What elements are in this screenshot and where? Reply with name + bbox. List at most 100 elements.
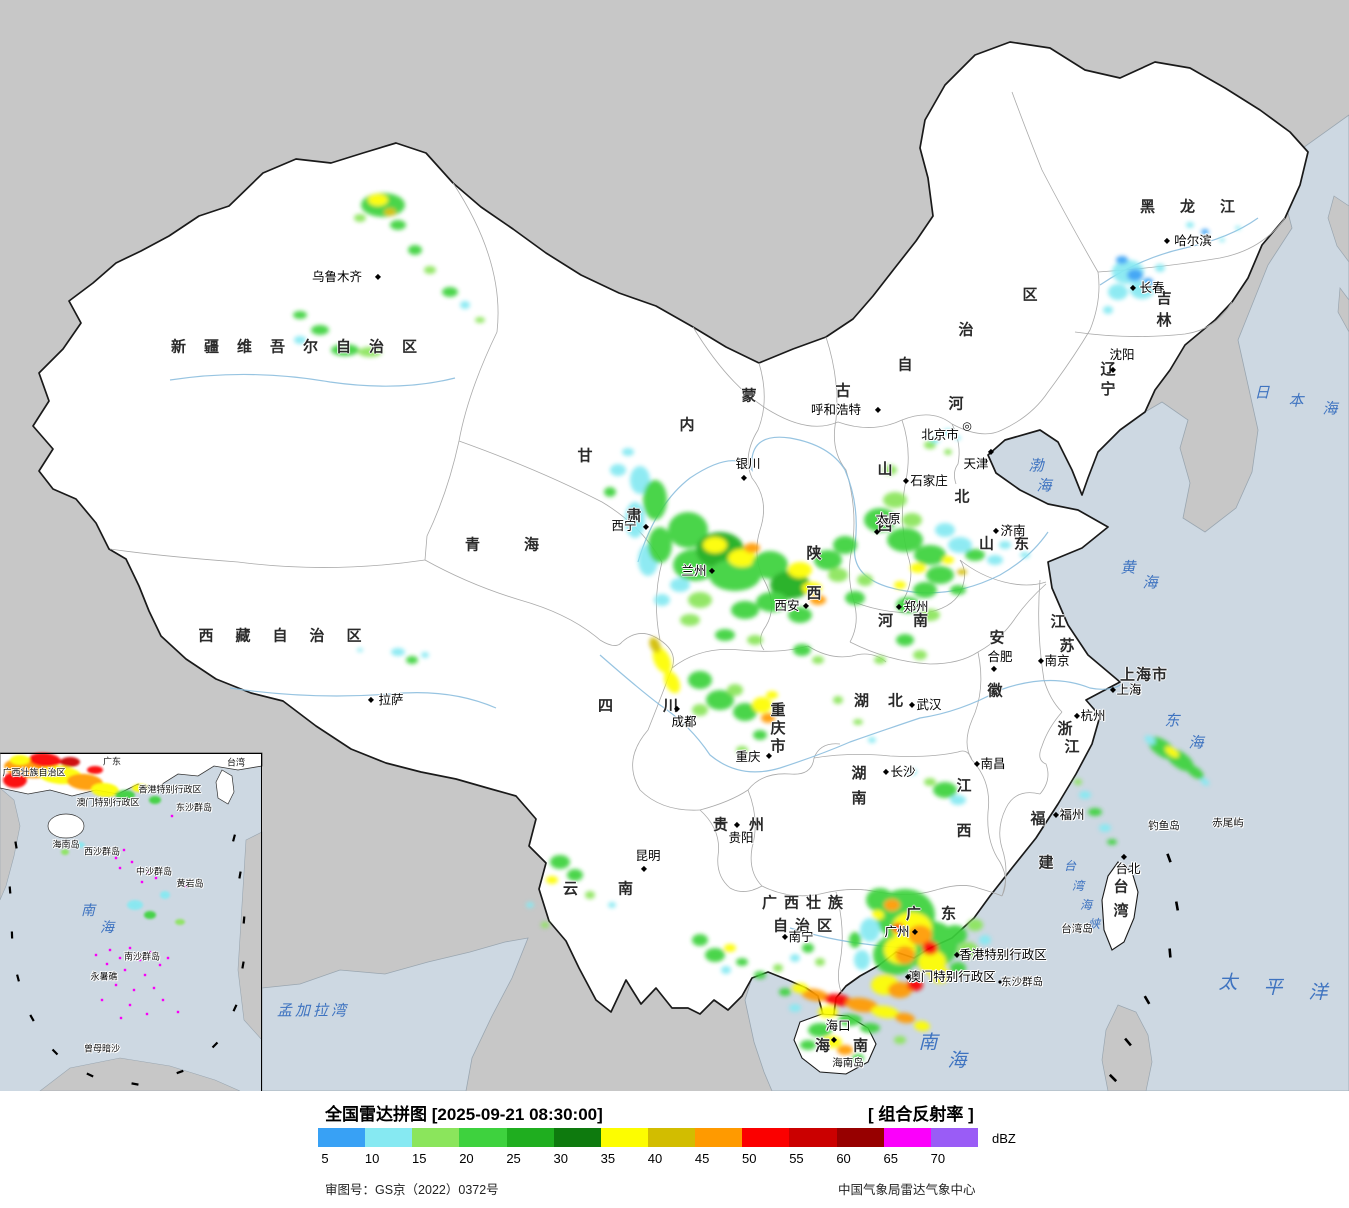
bay-of-bengal [261, 937, 529, 1091]
radar-echo [924, 778, 936, 786]
radar-echo [849, 932, 861, 948]
radar-echo [894, 1036, 906, 1044]
legend-value: 55 [789, 1151, 804, 1166]
radar-echo [331, 344, 359, 356]
province-border [692, 271, 1100, 435]
radar-echo [1107, 839, 1117, 845]
radar-echo [930, 437, 940, 443]
radar-echo [622, 448, 634, 456]
island-marker [158, 963, 162, 967]
province-border [966, 651, 982, 761]
radar-echo [837, 1045, 853, 1055]
radar-echo [10, 755, 30, 765]
radar-echo [913, 582, 937, 598]
radar-echo [864, 508, 896, 532]
boundary-dash [238, 871, 242, 879]
legend-color-30 [553, 1128, 601, 1147]
south-china-sea-inset [0, 752, 263, 1091]
radar-echo [724, 944, 736, 952]
radar-echo [61, 849, 69, 855]
radar-echo [625, 502, 645, 538]
radar-echo [802, 943, 814, 953]
island-marker [154, 876, 158, 880]
province-border [458, 440, 663, 563]
river [229, 687, 497, 709]
island-marker [148, 950, 152, 954]
river [169, 373, 456, 387]
radar-echo [933, 782, 957, 798]
radar-echo [957, 569, 967, 575]
island-marker [94, 953, 98, 957]
radar-echo [908, 925, 932, 945]
radar-echo [546, 876, 558, 884]
info-panel: 全国雷达拼图 [2025-09-21 08:30:00] [ 组合反射率 ] d… [0, 1091, 1349, 1208]
radar-echo [391, 648, 405, 656]
province-border [959, 559, 1047, 586]
boundary-dash [1174, 901, 1180, 911]
radar-echo [789, 1004, 801, 1012]
radar-echo [175, 919, 185, 925]
radar-echo [585, 891, 595, 899]
credit: 中国气象局雷达气象中心 [838, 1183, 976, 1197]
island-marker [118, 866, 122, 870]
radar-echo [943, 925, 967, 945]
luzon-island [1101, 1004, 1153, 1091]
radar-echo [652, 646, 672, 674]
radar-echo [892, 923, 904, 933]
island-marker [140, 880, 144, 884]
island-dot [1148, 824, 1152, 828]
radar-echo [979, 935, 991, 945]
radar-echo [871, 1005, 899, 1019]
legend-value: 50 [742, 1151, 757, 1166]
boundary-dash [8, 886, 12, 894]
radar-echo [550, 855, 570, 869]
radar-echo [709, 559, 761, 591]
radar-echo [1200, 778, 1210, 786]
radar-echo [907, 979, 923, 991]
radar-echo [852, 1054, 864, 1062]
legend-value: 70 [930, 1151, 946, 1166]
radar-echo [75, 842, 85, 848]
radar-echo [833, 696, 843, 704]
radar-echo [857, 574, 873, 586]
island-marker [105, 962, 109, 966]
island-marker [119, 1016, 123, 1020]
taiwan-island [1101, 861, 1139, 951]
radar-echo [810, 595, 826, 605]
island-marker [108, 948, 112, 952]
radar-echo [567, 869, 583, 881]
radar-echo [747, 635, 763, 645]
province-border [977, 583, 1047, 653]
radar-echo [935, 523, 955, 537]
radar-echo [788, 607, 812, 623]
radar-echo [752, 697, 772, 713]
legend-color-10 [365, 1128, 413, 1147]
radar-echo [773, 964, 783, 972]
radar-echo [814, 550, 842, 570]
boundary-dash [14, 841, 18, 849]
radar-echo [1143, 278, 1153, 286]
inset-sea [0, 753, 262, 1091]
radar-echo [987, 555, 1003, 565]
island-marker [152, 986, 156, 990]
china-radar-map: 黑龙江 吉林 辽宁内蒙古自治区新疆维吾尔自治区甘肃青海 西藏自治区 四川 云南 贵州 广西壮族… [0, 0, 1349, 1091]
radar-echo [868, 737, 876, 743]
radar-echo [833, 536, 857, 554]
product-label: [ 组合反射率 ] [868, 1105, 974, 1124]
legend-color-70 [930, 1128, 978, 1147]
radar-echo [390, 220, 406, 230]
radar-echo [728, 549, 756, 567]
radar-echo [354, 214, 366, 222]
radar-echo [779, 988, 791, 996]
radar-echo [948, 537, 972, 553]
radar-echo [800, 1040, 816, 1050]
radar-echo [883, 492, 907, 508]
island-marker [145, 1012, 149, 1016]
province-border [1011, 91, 1099, 273]
island-dot [998, 980, 1002, 984]
radar-echo [944, 449, 952, 455]
radar-echo [902, 513, 922, 527]
province-border [699, 743, 841, 811]
boundary-dash [10, 931, 14, 939]
radar-echo [955, 436, 961, 440]
